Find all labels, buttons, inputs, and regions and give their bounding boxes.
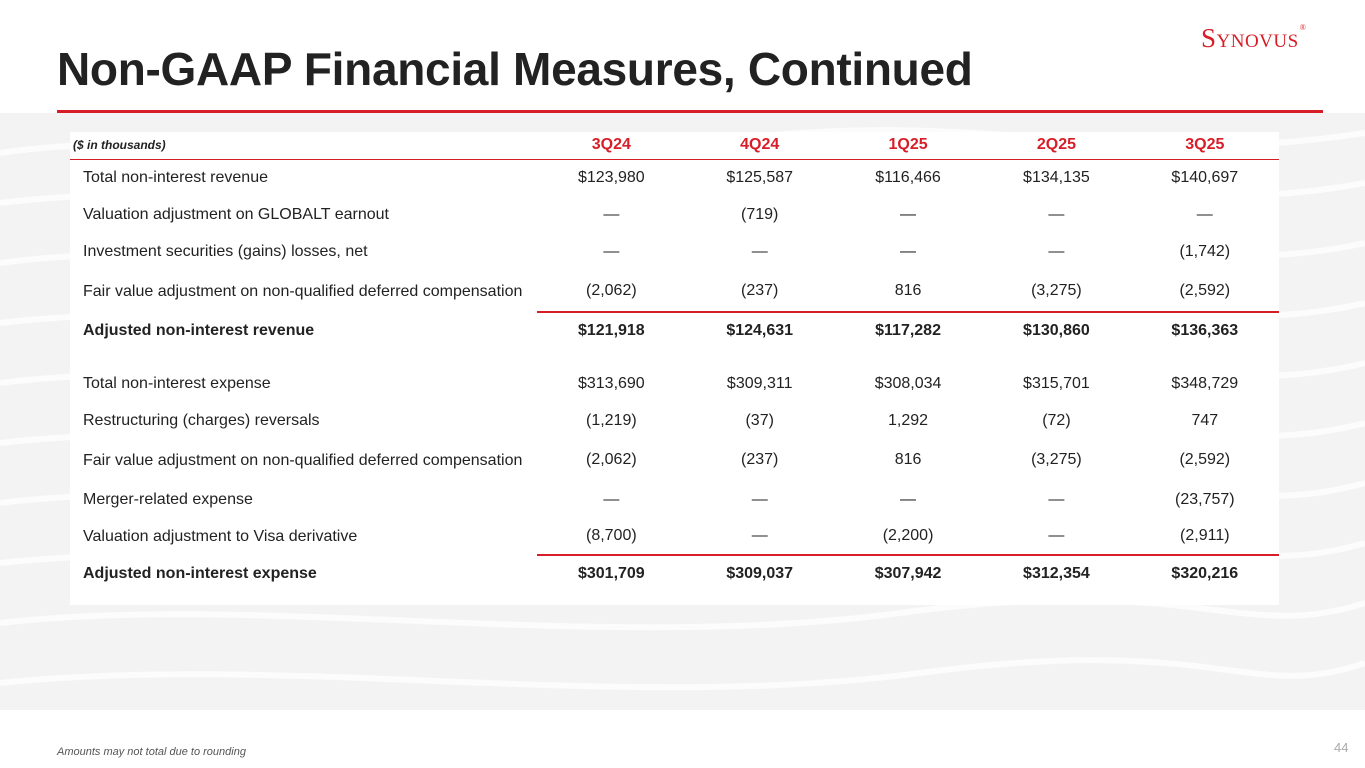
cell-value: $123,980 bbox=[577, 168, 645, 186]
spacer-row bbox=[70, 349, 1279, 365]
subtotal-row-revenue: Adjusted non-interest revenue $121,918 $… bbox=[70, 311, 1279, 349]
column-header: 1Q25 bbox=[833, 132, 983, 160]
cell-value: $301,709 bbox=[537, 554, 686, 592]
cell-value: (2,062) bbox=[585, 281, 637, 299]
cell-value: (72) bbox=[1042, 411, 1071, 429]
cell-value: $116,466 bbox=[875, 168, 941, 186]
cell-value: — bbox=[603, 490, 620, 508]
cell-value: (2,911) bbox=[1180, 527, 1230, 544]
cell-value: 816 bbox=[894, 451, 922, 468]
non-gaap-table: ($ in thousands) 3Q24 4Q24 1Q25 2Q25 3Q2… bbox=[70, 132, 1279, 592]
cell-value: (3,275) bbox=[1031, 451, 1082, 468]
cell-value: — bbox=[1048, 242, 1065, 260]
page-title: Non-GAAP Financial Measures, Continued bbox=[57, 43, 973, 95]
column-header: 3Q24 bbox=[537, 132, 686, 160]
row-label: Investment securities (gains) losses, ne… bbox=[83, 243, 368, 260]
cell-value: $312,354 bbox=[982, 554, 1131, 592]
row-label: Fair value adjustment on non-qualified d… bbox=[83, 451, 523, 469]
table-row: Valuation adjustment to Visa derivative … bbox=[70, 518, 1279, 555]
table-row: Fair value adjustment on non-qualified d… bbox=[70, 270, 1279, 312]
cell-value: 816 bbox=[894, 281, 922, 299]
cell-value: $130,860 bbox=[982, 311, 1131, 349]
cell-value: $134,135 bbox=[1023, 168, 1090, 186]
cell-value: — bbox=[1048, 205, 1065, 223]
table-row: Fair value adjustment on non-qualified d… bbox=[70, 439, 1279, 481]
row-label: Total non-interest revenue bbox=[83, 169, 268, 187]
cell-value: — bbox=[603, 242, 620, 260]
table-row: Valuation adjustment on GLOBALT earnout … bbox=[70, 196, 1279, 233]
row-label: Adjusted non-interest revenue bbox=[83, 322, 315, 339]
table-row: Merger-related expense — — — — (23,757) bbox=[70, 481, 1279, 518]
logo-text: Synovus bbox=[1201, 23, 1299, 53]
column-header: 4Q24 bbox=[685, 132, 834, 160]
cell-value: $124,631 bbox=[685, 311, 834, 349]
subtotal-row-expense: Adjusted non-interest expense $301,709 $… bbox=[70, 554, 1279, 592]
cell-value: $308,034 bbox=[874, 374, 942, 392]
page-number: 44 bbox=[1334, 740, 1349, 755]
cell-value: $313,690 bbox=[577, 374, 645, 392]
title-divider bbox=[57, 110, 1323, 113]
table-row: Total non-interest expense $313,690 $309… bbox=[70, 365, 1279, 402]
registered-mark: ® bbox=[1299, 23, 1307, 32]
cell-value: — bbox=[900, 242, 917, 260]
cell-value: (237) bbox=[741, 451, 779, 468]
cell-value: (1,742) bbox=[1179, 242, 1231, 260]
cell-value: $307,942 bbox=[833, 554, 983, 592]
cell-value: — bbox=[900, 490, 917, 508]
cell-value: 747 bbox=[1191, 411, 1219, 429]
cell-value: 1,292 bbox=[888, 411, 929, 429]
cell-value: $348,729 bbox=[1171, 374, 1239, 392]
table-row: Investment securities (gains) losses, ne… bbox=[70, 233, 1279, 270]
cell-value: $117,282 bbox=[833, 311, 983, 349]
cell-value: $320,216 bbox=[1130, 554, 1279, 592]
header-row: ($ in thousands) 3Q24 4Q24 1Q25 2Q25 3Q2… bbox=[70, 132, 1279, 160]
cell-value: $136,363 bbox=[1130, 311, 1279, 349]
row-label: Fair value adjustment on non-qualified d… bbox=[83, 282, 523, 300]
cell-value: $121,918 bbox=[537, 311, 686, 349]
row-label: Valuation adjustment to Visa derivative bbox=[83, 528, 358, 545]
cell-value: (37) bbox=[745, 411, 774, 429]
cell-value: $315,701 bbox=[1023, 374, 1090, 392]
table-row: Total non-interest revenue $123,980 $125… bbox=[70, 159, 1279, 196]
cell-value: $140,697 bbox=[1171, 168, 1239, 186]
footnote: Amounts may not total due to rounding bbox=[57, 746, 246, 758]
column-header: 2Q25 bbox=[982, 132, 1131, 160]
cell-value: (2,200) bbox=[882, 527, 934, 544]
row-label: Restructuring (charges) reversals bbox=[83, 412, 320, 429]
table-panel bbox=[70, 132, 1279, 605]
cell-value: $309,311 bbox=[726, 374, 793, 392]
cell-value: (3,275) bbox=[1031, 281, 1082, 299]
table-row: Restructuring (charges) reversals (1,219… bbox=[70, 402, 1279, 439]
units-label: ($ in thousands) bbox=[70, 132, 538, 160]
cell-value: — bbox=[900, 205, 917, 223]
row-label: Total non-interest expense bbox=[83, 375, 271, 392]
cell-value: — bbox=[751, 527, 768, 544]
cell-value: — bbox=[751, 242, 768, 260]
cell-value: (1,219) bbox=[585, 411, 637, 429]
cell-value: (2,592) bbox=[1179, 451, 1231, 468]
cell-value: — bbox=[1048, 490, 1065, 508]
cell-value: (2,062) bbox=[585, 451, 637, 468]
cell-value: (237) bbox=[741, 281, 779, 299]
column-header: 3Q25 bbox=[1130, 132, 1279, 160]
cell-value: — bbox=[1196, 205, 1213, 223]
cell-value: — bbox=[1048, 527, 1065, 544]
synovus-logo: Synovus® bbox=[1201, 23, 1306, 54]
cell-value: $309,037 bbox=[685, 554, 834, 592]
cell-value: (8,700) bbox=[585, 527, 637, 544]
cell-value: (719) bbox=[741, 205, 779, 223]
cell-value: (2,592) bbox=[1179, 281, 1231, 299]
cell-value: $125,587 bbox=[726, 168, 794, 186]
row-label: Merger-related expense bbox=[83, 491, 253, 508]
cell-value: — bbox=[751, 490, 768, 508]
cell-value: (23,757) bbox=[1175, 490, 1235, 508]
cell-value: — bbox=[603, 205, 620, 223]
row-label: Adjusted non-interest expense bbox=[83, 565, 317, 582]
row-label: Valuation adjustment on GLOBALT earnout bbox=[83, 206, 389, 223]
